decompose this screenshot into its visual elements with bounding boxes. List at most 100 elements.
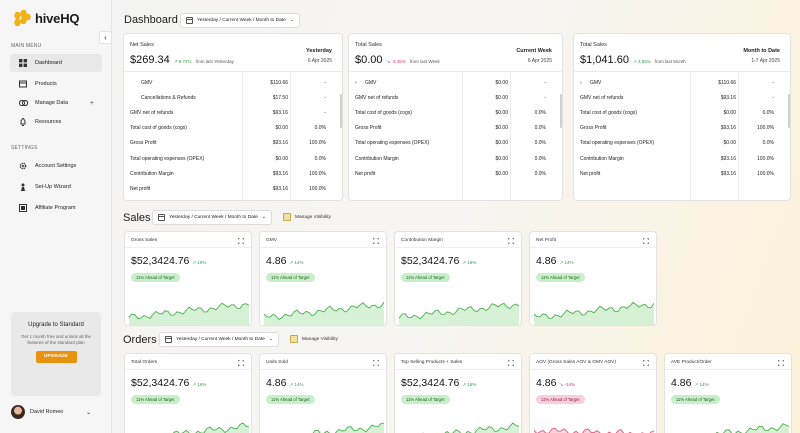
sparkline-area	[129, 303, 249, 325]
wizard-icon	[19, 183, 27, 191]
metric-card[interactable]: AOV (Gross Sales AOV & GMV AOV) 4.86 ↘ -…	[529, 353, 657, 433]
row-amount: $93.16	[720, 155, 736, 162]
row-label: GMV net of refunds	[130, 110, 174, 117]
sidebar-item-dashboard[interactable]: Dashboard	[10, 54, 102, 72]
metric-value: $52,3424.76	[131, 255, 190, 267]
scrollbar[interactable]	[788, 94, 790, 128]
logo[interactable]: hiveHQ	[14, 10, 80, 27]
chevron-right-icon[interactable]: ›	[355, 80, 357, 86]
row-amount: $110.66	[718, 80, 736, 86]
metric-title: Contribution Margin	[401, 238, 443, 243]
summary-row: Total operating expenses (OPEX) $0.00 0.…	[349, 136, 562, 151]
summary-value: $269.34	[130, 54, 170, 66]
row-amount: $0.00	[275, 125, 288, 132]
sales-manage-visibility[interactable]: Manage Visibility	[283, 213, 331, 221]
expand-icon[interactable]	[642, 237, 650, 245]
metric-change: ↗ 14%	[559, 260, 574, 265]
summary-value-group: $0.00 ↘ -3.45% from last Week	[355, 54, 440, 66]
sparkline	[422, 422, 519, 433]
sidebar-item-label: Set-Up Wizard	[35, 184, 71, 190]
metric-card[interactable]: Gross Sales $52,3424.76 ↗ 16% 11% Ahead …	[124, 231, 252, 326]
expand-icon[interactable]	[237, 237, 245, 245]
metric-card[interactable]: Top Selling Products + Sales $52,3424.76…	[394, 353, 522, 433]
metric-value-group: $52,3424.76 ↗ 16%	[131, 255, 206, 267]
row-label: Total operating expenses (OPEX)	[355, 140, 430, 147]
row-label: Contribution Margin	[355, 155, 399, 162]
metric-card[interactable]: Contribution Margin $52,3424.76 ↗ 16% 11…	[394, 231, 522, 326]
metric-title: AVE Product/Order	[671, 360, 712, 365]
user-name: David Romeo	[30, 409, 64, 415]
row-percent: 100.0%	[309, 170, 326, 177]
metric-divider	[665, 369, 791, 370]
manage-visibility-label: Manage Visibility	[295, 214, 331, 220]
sparkline-area	[264, 302, 384, 325]
summary-row: GMV net of refunds $93.16 -	[124, 106, 342, 121]
row-percent: -	[544, 95, 546, 102]
summary-divider	[574, 71, 790, 72]
summary-divider	[124, 71, 342, 72]
summary-value-group: $269.34 ↗ 8.72% from last Yesterday	[130, 54, 234, 66]
summary-card-header: Net Sales	[130, 42, 154, 48]
chevron-right-icon[interactable]: ›	[580, 80, 582, 86]
metric-card[interactable]: GMV 4.86 ↗ 14% 11% Ahead of Target	[259, 231, 387, 326]
upgrade-button[interactable]: UPGRADE	[35, 351, 77, 363]
expand-icon[interactable]	[372, 359, 380, 367]
expand-icon[interactable]	[372, 237, 380, 245]
scrollbar[interactable]	[340, 94, 342, 128]
collapse-sidebar-button[interactable]: ‹	[99, 31, 112, 44]
metric-card[interactable]: Net Profit 4.86 ↗ 14% 11% Ahead of Targe…	[529, 231, 657, 326]
row-percent: 0.0%	[534, 155, 546, 162]
expand-icon[interactable]	[507, 359, 515, 367]
target-badge: 11% Ahead of Target	[671, 395, 720, 404]
sidebar-item-products[interactable]: Products	[10, 75, 102, 93]
sparkline-area	[173, 423, 249, 433]
metric-change: ↗ 14%	[694, 382, 709, 387]
summary-row: Total operating expenses (OPEX) $0.00 0.…	[124, 152, 342, 167]
summary-row: Cancellations & Refunds $17.50 -	[124, 91, 342, 106]
plus-icon[interactable]: +	[89, 99, 94, 107]
sidebar-item-manage-data[interactable]: Manage Data +	[10, 94, 102, 112]
metric-title: Top Selling Products + Sales	[401, 360, 463, 365]
chevron-down-icon: ⌄	[289, 18, 294, 23]
summary-change: ↗ 3.55%	[632, 59, 651, 64]
sparkline-line	[312, 422, 384, 433]
sidebar-item-affiliate-program[interactable]: Affiliate Program	[10, 199, 102, 217]
expand-icon[interactable]	[507, 237, 515, 245]
column-divider	[690, 71, 691, 200]
sparkline	[152, 422, 249, 433]
summary-row: › GMV $110.66 -	[574, 76, 790, 91]
dashboard-range-select[interactable]: Yesterday / Current Week / Month to Date…	[180, 13, 300, 28]
row-label: Gross Profit	[355, 125, 382, 132]
sidebar-item-resources[interactable]: Resources	[10, 113, 102, 131]
metric-card[interactable]: Total Orders $52,3424.76 ↗ 16% 11% Ahead…	[124, 353, 252, 433]
row-amount: $93.16	[272, 140, 288, 147]
summary-period: Current Week	[516, 48, 552, 54]
settings-label: SETTINGS	[11, 145, 38, 151]
sidebar-item-setup-wizard[interactable]: Set-Up Wizard	[10, 178, 102, 196]
expand-icon[interactable]	[777, 359, 785, 367]
row-amount: $0.00	[275, 155, 288, 162]
user-menu[interactable]: David Romeo ⌄	[11, 404, 101, 420]
metric-card[interactable]: AVE Product/Order 4.86 ↗ 14% 11% Ahead o…	[664, 353, 792, 433]
summary-card: Total Sales $1,041.60 ↗ 3.55% from last …	[573, 33, 791, 201]
orders-range-select[interactable]: Yesterday / Current Week / Month to Date…	[159, 332, 279, 347]
orders-title: Orders	[123, 334, 157, 346]
sparkline	[534, 427, 654, 433]
dashboard-icon	[19, 59, 27, 67]
upgrade-panel: Upgrade to Standard Get 1 month free and…	[11, 312, 101, 396]
expand-icon[interactable]	[237, 359, 245, 367]
summary-row: Total operating expenses (OPEX) $0.00 0.…	[574, 136, 790, 151]
summary-row: Total cost of goods (cogs) $0.00 0.0%	[349, 106, 562, 121]
row-label: Total operating expenses (OPEX)	[580, 140, 655, 147]
row-amount: $17.50	[272, 95, 288, 102]
metric-card[interactable]: Units Sold 4.86 ↗ 14% 11% Ahead of Targe…	[259, 353, 387, 433]
scrollbar[interactable]	[560, 94, 562, 128]
row-amount: $93.16	[272, 185, 288, 192]
sidebar-item-account-settings[interactable]: Account Settings	[10, 157, 102, 175]
sales-range-select[interactable]: Yesterday / Current Week / Month to Date…	[152, 210, 272, 225]
summary-card: Net Sales $269.34 ↗ 8.72% from last Yest…	[123, 33, 343, 201]
summary-row: GMV net of refunds $0.00 -	[349, 91, 562, 106]
summary-row: Gross Profit $93.16 100.0%	[124, 136, 342, 151]
orders-manage-visibility[interactable]: Manage Visibility	[290, 335, 338, 343]
expand-icon[interactable]	[642, 359, 650, 367]
